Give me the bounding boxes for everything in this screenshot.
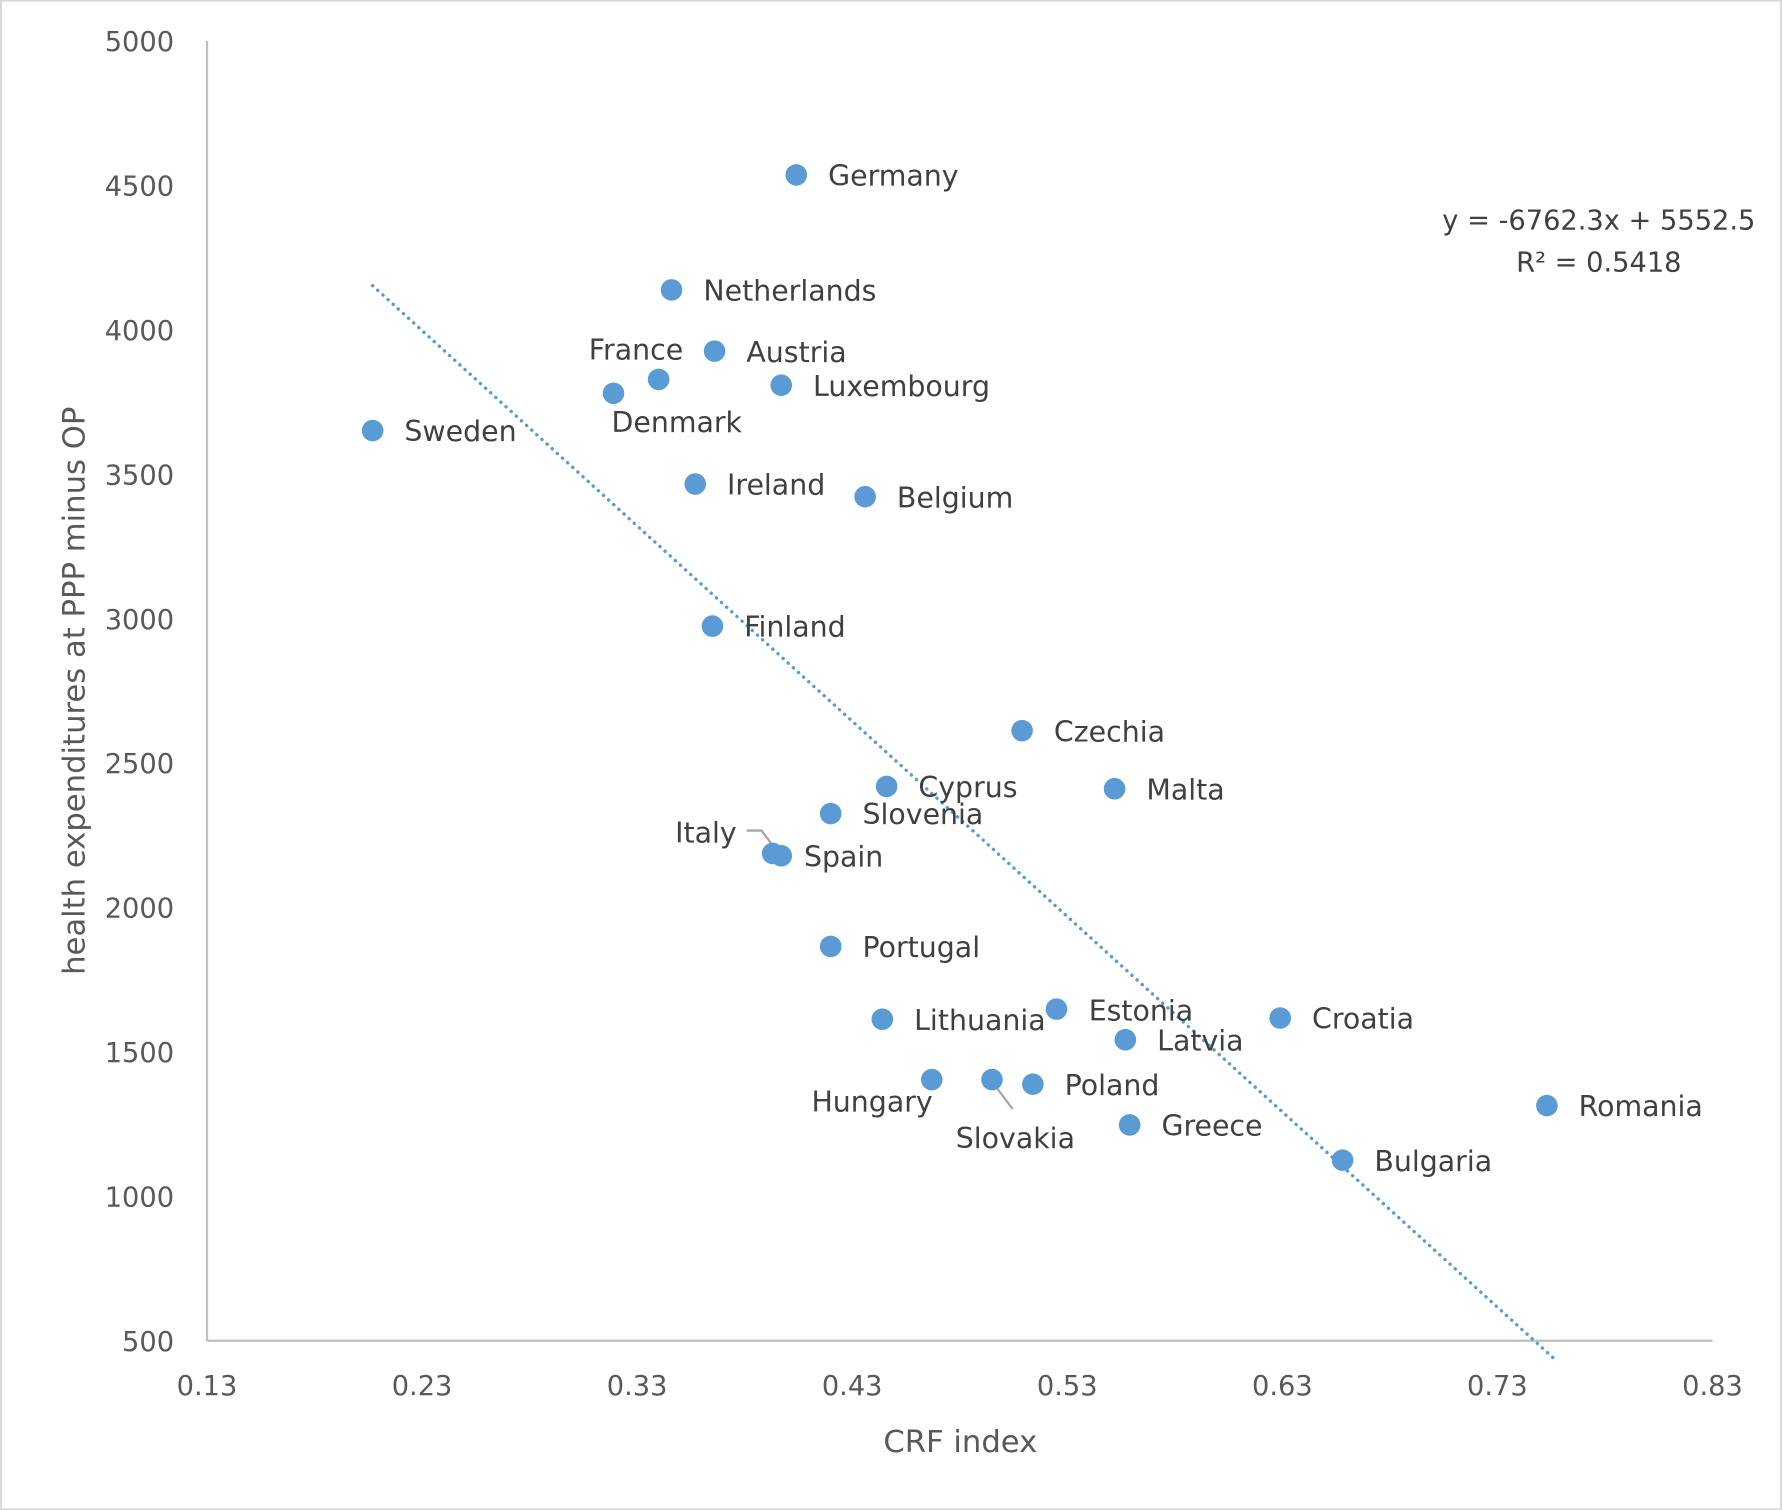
point-label: Spain [804, 840, 883, 873]
point-label: Latvia [1157, 1024, 1243, 1057]
y-tick-label: 3500 [105, 460, 174, 491]
x-tick-label: 0.43 [822, 1371, 883, 1402]
data-point-austria [703, 340, 726, 362]
data-point-netherlands [660, 279, 683, 301]
x-tick-label: 0.33 [607, 1371, 668, 1402]
point-label: Slovakia [956, 1122, 1075, 1155]
data-point-poland [1022, 1073, 1044, 1096]
trendline-r-squared: R² = 0.5418 [1516, 248, 1681, 279]
point-label: Estonia [1089, 995, 1194, 1028]
point-label: Hungary [811, 1086, 932, 1119]
x-tick-label: 0.13 [177, 1371, 238, 1402]
point-label: Slovenia [863, 798, 984, 831]
point-label: France [589, 333, 683, 366]
point-label: Malta [1146, 773, 1224, 806]
point-label: Italy [675, 816, 737, 849]
trendline-equation: y = -6762.3x + 5552.5 [1442, 206, 1755, 237]
y-tick-label: 4000 [105, 316, 174, 347]
x-tick-label: 0.63 [1252, 1371, 1313, 1402]
data-point-slovakia [981, 1068, 1003, 1091]
trendline [370, 283, 1557, 1362]
data-point-finland [701, 615, 724, 637]
point-label: Belgium [897, 481, 1013, 514]
data-point-denmark [602, 382, 625, 405]
point-label: Lithuania [914, 1004, 1046, 1037]
y-tick-label: 4500 [105, 172, 174, 203]
point-label: Finland [744, 611, 845, 644]
y-axis-title: health expenditures at PPP minus OP [57, 407, 92, 975]
data-point-sweden [361, 419, 384, 442]
data-point-france [647, 368, 670, 391]
y-tick-label: 2500 [105, 749, 174, 780]
data-point-malta [1103, 777, 1126, 800]
point-label: Denmark [611, 406, 742, 439]
data-point-ireland [684, 473, 707, 495]
y-tick-label: 1000 [105, 1183, 174, 1214]
data-point-cyprus [875, 775, 898, 798]
x-tick-label: 0.23 [392, 1371, 453, 1402]
point-label: Greece [1161, 1110, 1262, 1143]
point-label: Bulgaria [1374, 1145, 1492, 1178]
data-point-hungary [920, 1068, 943, 1091]
data-point-croatia [1269, 1007, 1291, 1029]
point-label: Luxembourg [813, 370, 990, 403]
point-label: Portugal [863, 931, 981, 964]
data-point-lithuania [871, 1008, 894, 1031]
point-label: Romania [1579, 1090, 1703, 1123]
data-point-slovenia [819, 802, 842, 825]
point-label: Poland [1065, 1069, 1160, 1102]
point-label: Austria [746, 336, 846, 369]
data-point-greece [1118, 1114, 1141, 1136]
data-point-bulgaria [1331, 1149, 1354, 1171]
data-point-portugal [819, 935, 842, 958]
y-tick-label: 2000 [105, 894, 174, 925]
data-point-spain [770, 844, 793, 867]
data-point-luxembourg [770, 374, 793, 397]
point-label: Netherlands [703, 275, 876, 308]
x-axis-title: CRF index [883, 1425, 1037, 1460]
x-tick-label: 0.83 [1682, 1371, 1743, 1402]
point-label: Cyprus [918, 771, 1017, 804]
x-tick-label: 0.73 [1467, 1371, 1528, 1402]
y-tick-label: 1500 [105, 1038, 174, 1069]
data-point-romania [1536, 1094, 1558, 1117]
data-point-estonia [1045, 998, 1068, 1020]
x-tick-label: 0.53 [1037, 1371, 1098, 1402]
data-point-germany [785, 164, 808, 186]
data-point-czechia [1011, 719, 1033, 742]
point-label: Croatia [1312, 1003, 1414, 1036]
point-label: Ireland [727, 469, 825, 502]
point-label: Germany [828, 160, 959, 193]
data-point-latvia [1114, 1028, 1137, 1051]
data-point-belgium [854, 485, 876, 508]
y-tick-label: 3000 [105, 605, 174, 636]
point-label: Czechia [1054, 715, 1165, 748]
point-label: Sweden [404, 415, 516, 448]
y-tick-label: 500 [122, 1327, 174, 1358]
y-tick-label: 5000 [105, 27, 174, 58]
